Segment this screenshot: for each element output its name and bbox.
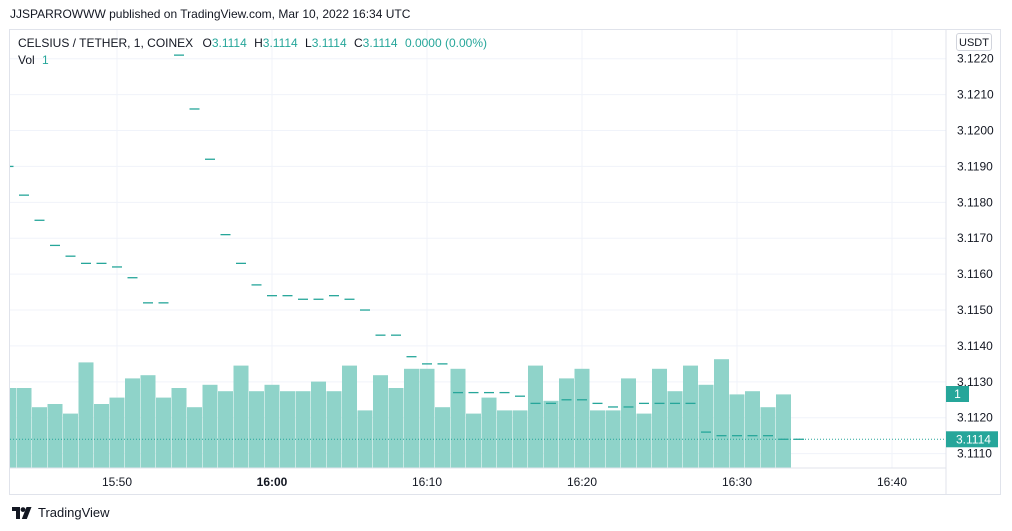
last-price-badge [946, 431, 998, 448]
volume-bar [404, 368, 419, 468]
time-tick-label: 16:30 [722, 475, 752, 489]
volume-bar [10, 388, 16, 468]
volume-bar [745, 391, 760, 468]
tradingview-logo-icon [12, 506, 32, 519]
price-tick-label: 3.1140 [957, 339, 993, 353]
volume-bar [32, 407, 47, 468]
volume-bar [636, 413, 652, 468]
volume-bar [94, 404, 109, 468]
footer-brand-label: TradingView [38, 505, 110, 520]
volume-bar [760, 407, 776, 468]
volume-bar [435, 407, 450, 468]
publisher-line: JJSPARROWWW published on TradingView.com… [10, 7, 411, 21]
volume-bar [47, 404, 63, 468]
volume-bar [683, 365, 698, 468]
time-tick-label: 16:10 [412, 475, 442, 489]
legend-open-label: O [202, 36, 212, 50]
volume-bar [342, 365, 357, 468]
volume-bar [140, 375, 156, 468]
volume-bar [590, 410, 605, 468]
volume-bar [187, 407, 202, 468]
legend-close-value: 3.1114 [362, 36, 398, 50]
volume-value-badge-label: 1 [954, 387, 961, 401]
price-axis[interactable]: 3.1220 3.1210 3.1200 3.1190 3.1180 3.1170 3.11… [957, 52, 994, 461]
chart-legend: CELSIUS / TETHER, 1, COINEX O3.1114 H3.1… [18, 35, 487, 69]
time-tick-label: 16:20 [567, 475, 597, 489]
volume-bar [326, 391, 342, 468]
volume-bar [621, 378, 636, 468]
time-tick-label: 15:50 [102, 475, 132, 489]
legend-low-label: L [305, 36, 312, 50]
volume-bar [652, 368, 667, 468]
volume-bar [218, 391, 233, 468]
legend-volume-row: Vol 1 [18, 52, 487, 69]
volume-bar [280, 391, 295, 468]
volume-bar [295, 391, 311, 468]
time-axis[interactable]: 15:50 16:00 16:10 16:20 16:30 16:40 [102, 475, 907, 489]
legend-symbol[interactable]: CELSIUS / TETHER, 1, COINEX [18, 36, 194, 50]
volume-bar [776, 394, 791, 468]
price-tick-label: 3.1210 [957, 88, 994, 102]
legend-low-value: 3.1114 [311, 36, 347, 50]
price-tick-label: 3.1220 [957, 52, 994, 66]
price-tick-label: 3.1190 [957, 159, 993, 173]
legend-ohlc-row: CELSIUS / TETHER, 1, COINEX O3.1114 H3.1… [18, 35, 487, 52]
volume-bar [63, 413, 78, 468]
volume-bar [714, 359, 729, 468]
volume-bar [264, 384, 280, 468]
volume-bar [698, 384, 714, 468]
volume-bar [202, 384, 218, 468]
price-tick-label: 3.1120 [957, 411, 993, 425]
volume-bar [109, 397, 125, 468]
price-tick-label: 3.1150 [957, 303, 993, 317]
footer-brand[interactable]: TradingView [12, 505, 110, 520]
volume-bar [466, 413, 481, 468]
legend-change: 0.0000 (0.00%) [404, 36, 487, 50]
last-price-badge-label: 3.1114 [956, 432, 991, 446]
legend-open-value: 3.1114 [211, 36, 247, 50]
legend-close-label: C [354, 36, 363, 50]
chart-frame[interactable] [9, 29, 1001, 495]
volume-bar [78, 362, 94, 468]
time-tick-label: 16:40 [877, 475, 907, 489]
volume-bar [450, 368, 466, 468]
volume-bar [419, 368, 435, 468]
volume-bar [249, 391, 264, 468]
volume-bar [388, 388, 404, 468]
time-tick-label: 16:00 [257, 475, 288, 489]
legend-volume-label[interactable]: Vol [18, 53, 35, 67]
volume-bar [373, 375, 388, 468]
legend-high-label: H [254, 36, 263, 50]
volume-bar [311, 381, 326, 468]
volume-bar [528, 365, 543, 468]
volume-bar [574, 368, 590, 468]
volume-bar [729, 394, 745, 468]
volume-bar [543, 400, 559, 468]
volume-bars [10, 359, 791, 468]
price-marks [10, 54, 804, 440]
currency-button[interactable]: USDT [956, 33, 992, 51]
price-tick-label: 3.1180 [957, 195, 993, 209]
volume-bar [171, 388, 187, 468]
volume-bar [559, 378, 574, 468]
axis-badges: 1 3.1114 [946, 386, 998, 448]
price-tick-label: 3.1170 [957, 231, 993, 245]
volume-bar [233, 365, 249, 468]
volume-bar [667, 391, 683, 468]
price-tick-label: 3.1130 [957, 375, 993, 389]
volume-bar [125, 378, 140, 468]
price-tick-label: 3.1200 [957, 124, 994, 138]
volume-bar [497, 410, 512, 468]
volume-bar [481, 397, 497, 468]
volume-bar [156, 397, 171, 468]
legend-volume-value: 1 [42, 53, 49, 67]
price-tick-label: 3.1160 [957, 267, 993, 281]
legend-high-value: 3.1114 [262, 36, 298, 50]
price-tick-label: 3.1110 [957, 447, 992, 461]
volume-bar [16, 388, 32, 468]
volume-value-badge [946, 386, 969, 402]
